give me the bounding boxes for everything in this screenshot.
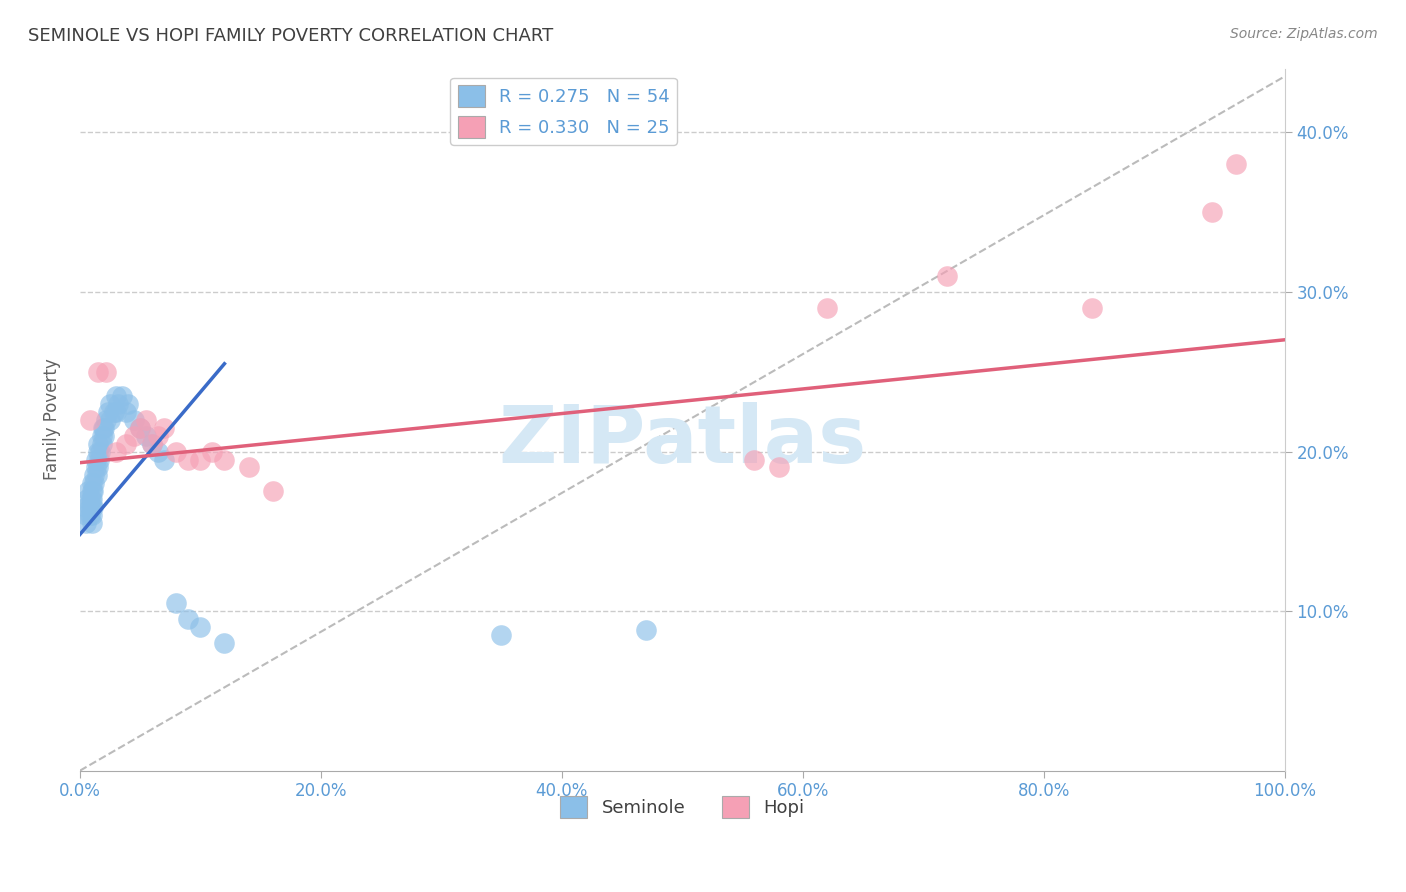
Point bbox=[79, 500, 101, 515]
Point bbox=[153, 452, 176, 467]
Point bbox=[87, 460, 110, 475]
Point bbox=[129, 420, 152, 434]
Point bbox=[214, 452, 236, 467]
Point bbox=[114, 404, 136, 418]
Text: SEMINOLE VS HOPI FAMILY POVERTY CORRELATION CHART: SEMINOLE VS HOPI FAMILY POVERTY CORRELAT… bbox=[28, 27, 554, 45]
Point bbox=[214, 636, 236, 650]
Point bbox=[1081, 301, 1104, 315]
Point bbox=[262, 484, 284, 499]
Point bbox=[201, 444, 224, 458]
Point bbox=[1225, 157, 1247, 171]
Point bbox=[87, 436, 110, 450]
Legend: Seminole, Hopi: Seminole, Hopi bbox=[553, 789, 811, 825]
Point bbox=[83, 476, 105, 491]
Point bbox=[146, 428, 169, 442]
Point bbox=[75, 516, 97, 531]
Point bbox=[80, 492, 103, 507]
Point bbox=[491, 628, 513, 642]
Point bbox=[238, 460, 260, 475]
Y-axis label: Family Poverty: Family Poverty bbox=[44, 359, 60, 481]
Point bbox=[80, 484, 103, 499]
Point bbox=[165, 444, 187, 458]
Point bbox=[87, 444, 110, 458]
Point bbox=[188, 620, 211, 634]
Point bbox=[141, 436, 163, 450]
Point bbox=[80, 476, 103, 491]
Point bbox=[165, 596, 187, 610]
Point bbox=[89, 444, 111, 458]
Point bbox=[815, 301, 838, 315]
Text: Source: ZipAtlas.com: Source: ZipAtlas.com bbox=[1230, 27, 1378, 41]
Point bbox=[135, 412, 157, 426]
Point bbox=[98, 412, 121, 426]
Point bbox=[768, 460, 790, 475]
Point bbox=[105, 404, 128, 418]
Point bbox=[89, 452, 111, 467]
Point bbox=[146, 444, 169, 458]
Point bbox=[122, 428, 145, 442]
Point bbox=[93, 420, 115, 434]
Point bbox=[744, 452, 766, 467]
Point bbox=[82, 500, 104, 515]
Point bbox=[82, 484, 104, 499]
Point bbox=[79, 412, 101, 426]
Point bbox=[90, 428, 112, 442]
Point bbox=[122, 412, 145, 426]
Point bbox=[98, 397, 121, 411]
Point bbox=[105, 389, 128, 403]
Point bbox=[75, 500, 97, 515]
Point bbox=[84, 452, 107, 467]
Point bbox=[77, 484, 100, 499]
Point bbox=[87, 365, 110, 379]
Point bbox=[83, 468, 105, 483]
Point bbox=[80, 492, 103, 507]
Point bbox=[105, 444, 128, 458]
Point bbox=[177, 452, 200, 467]
Point bbox=[80, 508, 103, 523]
Point bbox=[107, 397, 129, 411]
Point bbox=[114, 436, 136, 450]
Point bbox=[177, 612, 200, 626]
Point bbox=[76, 492, 98, 507]
Point bbox=[97, 404, 120, 418]
Point bbox=[96, 412, 118, 426]
Point bbox=[135, 428, 157, 442]
Point bbox=[86, 468, 108, 483]
Point bbox=[84, 460, 107, 475]
Point bbox=[111, 389, 134, 403]
Point bbox=[80, 500, 103, 515]
Point bbox=[153, 420, 176, 434]
Point bbox=[103, 404, 125, 418]
Point bbox=[129, 420, 152, 434]
Point bbox=[117, 397, 139, 411]
Point bbox=[936, 268, 959, 283]
Text: ZIPatlas: ZIPatlas bbox=[498, 401, 866, 480]
Point bbox=[96, 365, 118, 379]
Point bbox=[79, 508, 101, 523]
Point bbox=[90, 436, 112, 450]
Point bbox=[141, 436, 163, 450]
Point bbox=[75, 508, 97, 523]
Point bbox=[634, 624, 657, 638]
Point bbox=[93, 428, 115, 442]
Point bbox=[91, 420, 114, 434]
Point bbox=[1201, 205, 1223, 219]
Point bbox=[188, 452, 211, 467]
Point bbox=[80, 516, 103, 531]
